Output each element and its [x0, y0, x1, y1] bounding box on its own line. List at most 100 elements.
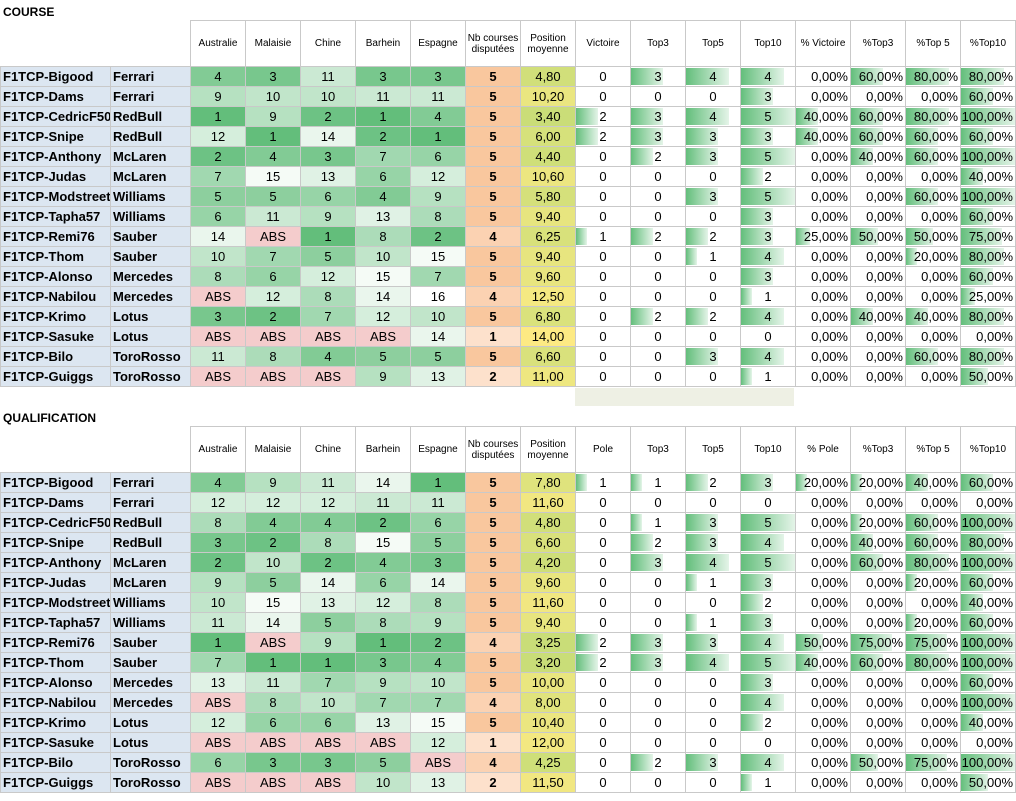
team-name: McLaren — [110, 552, 191, 573]
race-position-cell: 10 — [190, 246, 246, 267]
race-position-cell: 8 — [300, 532, 356, 553]
count-value: 0 — [599, 695, 607, 710]
percent-cell: 0,00% — [795, 86, 851, 107]
data-bar — [796, 108, 818, 125]
race-position-cell: 6 — [190, 752, 246, 773]
races-count-cell: 4 — [465, 752, 521, 773]
count-value: 0 — [709, 715, 717, 730]
count-cell: 3 — [630, 106, 686, 127]
percent-cell: 60,00% — [850, 126, 906, 147]
team-name: Ferrari — [110, 66, 191, 87]
percent-value: 40,00% — [803, 655, 848, 670]
table-row: F1TCP-CedricF50 RedBull 1 9 2 1 4 5 3,40 2 3 4 5 40,0… — [0, 106, 1016, 127]
data-bar — [906, 188, 939, 205]
percent-cell: 0,00% — [795, 712, 851, 733]
average-position-cell: 10,40 — [520, 712, 576, 733]
count-cell: 2 — [685, 306, 741, 327]
count-cell: 2 — [740, 592, 796, 613]
percent-cell: 0,00% — [795, 592, 851, 613]
data-bar — [741, 594, 763, 611]
team-name: ToroRosso — [110, 366, 191, 387]
percent-value: 0,00% — [811, 189, 848, 204]
average-position-cell: 9,60 — [520, 266, 576, 287]
count-cell: 4 — [740, 66, 796, 87]
percent-value: 80,00% — [968, 349, 1013, 364]
race-position-cell: 4 — [355, 186, 411, 207]
races-count-cell: 5 — [465, 472, 521, 493]
count-cell: 0 — [630, 86, 686, 107]
race-position-cell: 13 — [190, 672, 246, 693]
average-position-cell: 14,00 — [520, 326, 576, 347]
count-cell: 0 — [575, 532, 631, 553]
data-bar — [631, 534, 653, 551]
race-position-cell: 4 — [410, 652, 466, 673]
race-position-cell: 6 — [410, 512, 466, 533]
race-position-cell: 7 — [190, 652, 246, 673]
races-count-cell: 5 — [465, 712, 521, 733]
column-header: Espagne — [410, 20, 466, 67]
count-cell: 0 — [575, 306, 631, 327]
count-value: 0 — [654, 675, 662, 690]
data-bar — [631, 108, 664, 125]
percent-value: 0,00% — [921, 209, 958, 224]
percent-value: 80,00% — [968, 535, 1013, 550]
percent-value: 60,00% — [968, 475, 1013, 490]
table-row: F1TCP-Dams Ferrari 12 12 12 11 11 5 11,60 0 0 0 0 0,0… — [0, 492, 1016, 513]
race-position-cell: 12 — [355, 592, 411, 613]
pilot-name: F1TCP-Sasuke — [0, 326, 111, 347]
races-count-cell: 5 — [465, 552, 521, 573]
races-count-cell: 5 — [465, 66, 521, 87]
percent-value: 20,00% — [858, 475, 903, 490]
data-bar — [961, 654, 1015, 671]
average-position-cell: 12,50 — [520, 286, 576, 307]
table-row: F1TCP-Sasuke Lotus ABS ABS ABS ABS 14 1 14,00 0 0 0… — [0, 326, 1016, 347]
column-header: Position moyenne — [520, 426, 576, 473]
races-count-cell: 5 — [465, 106, 521, 127]
count-cell: 0 — [575, 266, 631, 287]
percent-cell: 0,00% — [795, 772, 851, 793]
count-value: 3 — [709, 755, 717, 770]
data-bar — [796, 634, 823, 651]
count-value: 0 — [709, 735, 717, 750]
data-bar — [961, 188, 1015, 205]
count-value: 0 — [654, 695, 662, 710]
count-cell: 3 — [630, 632, 686, 653]
race-position-cell: 9 — [355, 672, 411, 693]
count-cell: 0 — [630, 326, 686, 347]
race-position-cell: ABS — [245, 732, 301, 753]
column-header: Nb courses disputées — [465, 426, 521, 473]
percent-cell: 40,00% — [850, 532, 906, 553]
percent-cell: 60,00% — [905, 532, 961, 553]
data-bar — [741, 694, 785, 711]
data-bar — [741, 308, 785, 325]
percent-value: 0,00% — [811, 249, 848, 264]
percent-value: 80,00% — [913, 655, 958, 670]
count-value: 0 — [599, 535, 607, 550]
percent-cell: 0,00% — [795, 286, 851, 307]
table-row: F1TCP-Nabilou Mercedes ABS 12 8 14 16 4 12,50 0 0 0… — [0, 286, 1016, 307]
percent-value: 40,00% — [858, 149, 903, 164]
count-value: 2 — [654, 755, 662, 770]
percent-value: 0,00% — [811, 289, 848, 304]
team-name: ToroRosso — [110, 752, 191, 773]
race-position-cell: 10 — [300, 86, 356, 107]
count-value: 2 — [709, 309, 717, 324]
percent-value: 60,00% — [913, 535, 958, 550]
count-cell: 5 — [740, 186, 796, 207]
count-value: 2 — [599, 655, 607, 670]
percent-value: 0,00% — [811, 615, 848, 630]
race-position-cell: ABS — [245, 772, 301, 793]
count-value: 0 — [709, 369, 717, 384]
race-position-cell: 5 — [410, 532, 466, 553]
data-bar — [851, 474, 862, 491]
data-bar — [906, 248, 917, 265]
percent-value: 0,00% — [811, 169, 848, 184]
average-position-cell: 6,00 — [520, 126, 576, 147]
team-name: RedBull — [110, 532, 191, 553]
race-position-cell: 5 — [300, 246, 356, 267]
data-bar — [741, 774, 752, 791]
race-position-cell: 7 — [410, 266, 466, 287]
percent-cell: 0,00% — [960, 326, 1016, 347]
races-count-cell: 5 — [465, 306, 521, 327]
data-bar — [686, 514, 719, 531]
